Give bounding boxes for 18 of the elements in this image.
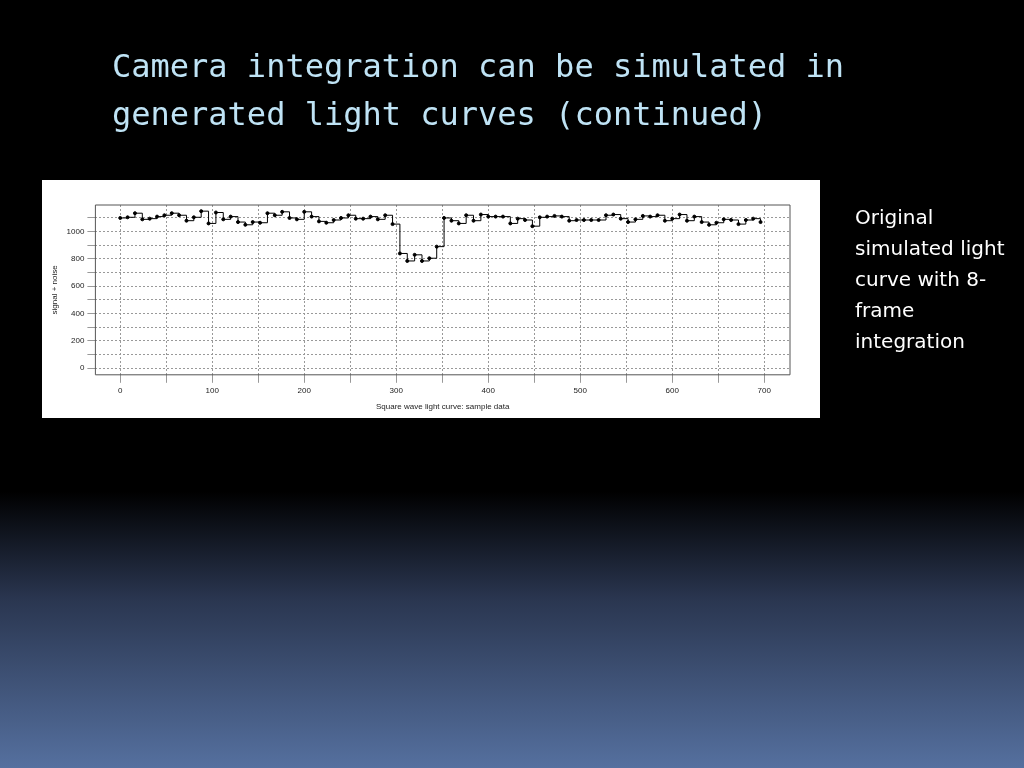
- x-tick-label: 100: [205, 385, 220, 395]
- y-axis-title: signal + noise: [50, 264, 59, 315]
- x-tick-label: 700: [757, 385, 772, 395]
- y-tick-label: 400: [71, 308, 85, 318]
- text: Original simulated light curve with 8-frame integration: [855, 204, 1005, 355]
- x-tick-label: 0: [118, 385, 124, 395]
- y-tick-label: 800: [71, 254, 85, 264]
- x-tick-label: 600: [665, 385, 680, 395]
- y-tick-label: 0: [79, 363, 85, 373]
- y-tick-label: 200: [71, 336, 85, 346]
- chart-title: Camera integration can be simulated in generated light curves (continued): [112, 46, 846, 135]
- x-tick-label: 500: [573, 385, 588, 395]
- x-axis-title: Square wave light curve: sample data: [376, 402, 510, 412]
- x-tick-label: 400: [481, 385, 496, 395]
- y-tick-label: 1000: [66, 226, 85, 236]
- x-tick-label: 200: [297, 385, 312, 395]
- y-tick-label: 600: [71, 281, 85, 291]
- x-tick-label: 300: [389, 385, 404, 395]
